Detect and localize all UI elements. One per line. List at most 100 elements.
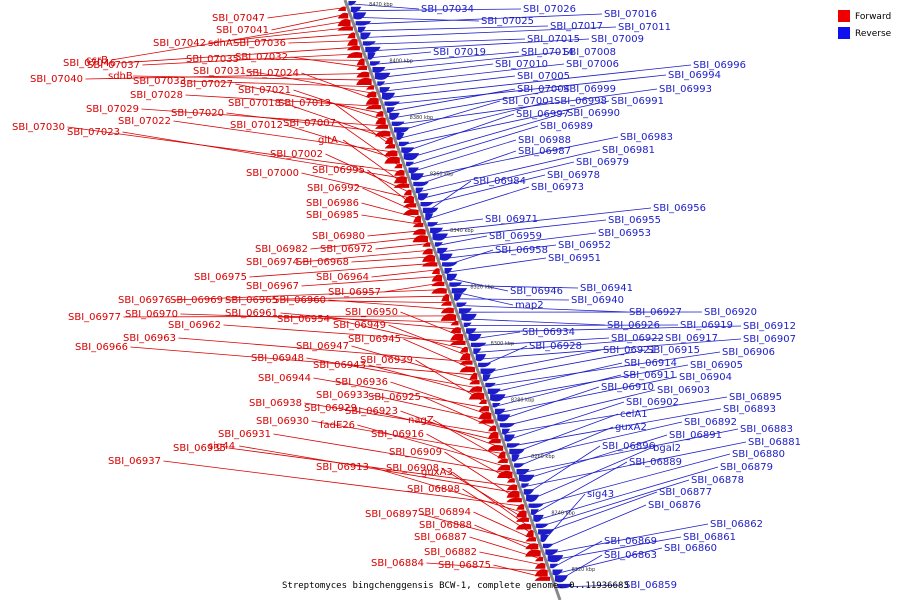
reverse-gene-label[interactable]: SBI_06920	[704, 307, 757, 318]
reverse-gene-label[interactable]: SBI_06991	[611, 96, 664, 107]
forward-gene-label[interactable]: SBI_07047	[212, 13, 265, 24]
reverse-gene-label[interactable]: SBI_06919	[680, 320, 733, 331]
reverse-gene-label[interactable]: SBI_06877	[659, 487, 712, 498]
forward-gene-label[interactable]: SBI_06977	[68, 312, 121, 323]
reverse-gene-label[interactable]: SBI_07016	[604, 9, 657, 20]
reverse-gene-label[interactable]: SBI_06959	[489, 231, 542, 242]
forward-gene-label[interactable]: SBI_07042	[153, 38, 206, 49]
reverse-gene-label[interactable]: SBI_06907	[743, 334, 796, 345]
forward-gene-label[interactable]: SBI_06925	[368, 392, 421, 403]
reverse-gene-label[interactable]: SBI_06951	[548, 253, 601, 264]
forward-gene-label[interactable]: SBI_07018	[228, 98, 281, 109]
reverse-gene-label[interactable]: SBI_07001	[502, 96, 555, 107]
reverse-gene-label[interactable]: SBI_06911	[623, 370, 676, 381]
reverse-gene-label[interactable]: SBI_06903	[657, 385, 710, 396]
forward-gene-label[interactable]: SBI_06964	[316, 272, 369, 283]
reverse-gene-label[interactable]: SBI_07015	[527, 34, 580, 45]
forward-gene-label[interactable]: SBI_06961	[225, 308, 278, 319]
reverse-gene-label[interactable]: guxA2	[615, 422, 647, 433]
reverse-gene-label[interactable]: SBI_06896	[602, 441, 655, 452]
forward-gene-label[interactable]: SBI_06954	[277, 314, 330, 325]
reverse-gene-label[interactable]: SBI_06955	[608, 215, 661, 226]
forward-gene-label[interactable]: SBI_06986	[306, 198, 359, 209]
reverse-gene-label[interactable]: SBI_06879	[720, 462, 773, 473]
reverse-gene-label[interactable]: sig43	[587, 489, 614, 500]
forward-gene-label[interactable]: SBI_07031	[193, 66, 246, 77]
reverse-gene-label[interactable]: SBI_06863	[604, 550, 657, 561]
reverse-gene-label[interactable]: SBI_06878	[691, 475, 744, 486]
reverse-gene-label[interactable]: SBI_06998	[554, 96, 607, 107]
reverse-gene-label[interactable]: SBI_07005	[517, 71, 570, 82]
forward-gene-label[interactable]: SBI_06982	[255, 244, 308, 255]
forward-gene-label[interactable]: SBI_07012	[230, 120, 283, 131]
reverse-gene-label[interactable]: SBI_06989	[540, 121, 593, 132]
forward-gene-label[interactable]: SBI_06967	[246, 281, 299, 292]
forward-gene-label[interactable]: SBI_07007	[283, 118, 336, 129]
forward-gene-label[interactable]: SBI_06957	[328, 287, 381, 298]
reverse-gene-label[interactable]: SBI_06860	[664, 543, 717, 554]
reverse-gene-label[interactable]: SBI_06902	[626, 397, 679, 408]
reverse-gene-label[interactable]: SBI_07025	[481, 16, 534, 27]
forward-gene-label[interactable]: SBI_06943	[313, 360, 366, 371]
forward-gene-label[interactable]: guxA3	[421, 467, 453, 478]
reverse-gene-label[interactable]: SBI_06941	[580, 283, 633, 294]
reverse-gene-label[interactable]: SBI_06996	[693, 60, 746, 71]
forward-gene-label[interactable]: SBI_06968	[296, 257, 349, 268]
forward-gene-label[interactable]: SBI_07021	[238, 85, 291, 96]
reverse-gene-label[interactable]: SBI_06891	[669, 430, 722, 441]
reverse-gene-label[interactable]: SBI_06940	[571, 295, 624, 306]
reverse-gene-label[interactable]: SBI_06917	[665, 333, 718, 344]
reverse-gene-label[interactable]: SBI_06973	[531, 182, 584, 193]
reverse-gene-label[interactable]: SBI_07010	[495, 59, 548, 70]
reverse-gene-label[interactable]: SBI_06904	[679, 372, 732, 383]
reverse-gene-label[interactable]: SBI_06993	[659, 84, 712, 95]
reverse-gene-label[interactable]: SBI_06928	[529, 341, 582, 352]
reverse-gene-label[interactable]: SBI_06905	[690, 360, 743, 371]
reverse-gene-label[interactable]: SBI_06906	[722, 347, 775, 358]
reverse-gene-label[interactable]: SBI_06880	[732, 449, 785, 460]
forward-gene-label[interactable]: SBI_06992	[307, 183, 360, 194]
reverse-gene-label[interactable]: SBI_06958	[495, 245, 548, 256]
reverse-gene-label[interactable]: SBI_07034	[421, 4, 474, 15]
forward-gene-label[interactable]: SBI_06965	[225, 295, 278, 306]
forward-gene-label[interactable]: SBI_06887	[414, 532, 467, 543]
reverse-gene-label[interactable]: SBI_06981	[602, 145, 655, 156]
forward-gene-label[interactable]: SBI_06897	[365, 509, 418, 520]
reverse-gene-label[interactable]: SBI_07017	[550, 21, 603, 32]
forward-gene-label[interactable]: SBI_06930	[256, 416, 309, 427]
forward-gene-label[interactable]: SBI_06995	[312, 165, 365, 176]
reverse-gene-label[interactable]: SBI_06971	[485, 214, 538, 225]
forward-gene-label[interactable]: SBI_06923	[345, 406, 398, 417]
reverse-gene-label[interactable]: map2	[515, 300, 544, 311]
reverse-gene-label[interactable]: SBI_07026	[523, 4, 576, 15]
forward-gene-label[interactable]: SBI_06950	[345, 307, 398, 318]
forward-gene-label[interactable]: SBI_06969	[170, 295, 223, 306]
reverse-gene-label[interactable]: SBI_06988	[518, 135, 571, 146]
reverse-gene-label[interactable]: celA1	[620, 409, 648, 420]
forward-gene-label[interactable]: SBI_07013	[278, 98, 331, 109]
forward-gene-label[interactable]: sdhB	[108, 71, 133, 82]
reverse-gene-label[interactable]: SBI_07008	[563, 47, 616, 58]
reverse-gene-label[interactable]: SBI_06889	[629, 457, 682, 468]
forward-gene-label[interactable]: SBI_07028	[130, 90, 183, 101]
reverse-gene-label[interactable]: SBI_06987	[518, 146, 571, 157]
forward-gene-label[interactable]: SBI_06947	[296, 341, 349, 352]
reverse-gene-label[interactable]: SBI_06869	[604, 536, 657, 547]
forward-gene-label[interactable]: SBI_06929	[304, 403, 357, 414]
forward-gene-label[interactable]: SBI_06970	[125, 309, 178, 320]
forward-gene-label[interactable]: SBI_06963	[123, 333, 176, 344]
forward-gene-label[interactable]: SBI_06935	[173, 443, 226, 454]
reverse-gene-label[interactable]: SBI_06997	[516, 109, 569, 120]
forward-gene-label[interactable]: SBI_06894	[418, 507, 471, 518]
forward-gene-label[interactable]: SBI_06972	[320, 244, 373, 255]
reverse-gene-label[interactable]: SBI_06994	[668, 70, 721, 81]
reverse-gene-label[interactable]: SBI_07004	[517, 84, 570, 95]
forward-gene-label[interactable]: SBI_07024	[246, 68, 299, 79]
reverse-gene-label[interactable]: SBI_07006	[566, 59, 619, 70]
reverse-gene-label[interactable]: SBI_07014	[521, 47, 574, 58]
forward-gene-label[interactable]: SBI_06960	[273, 295, 326, 306]
forward-gene-label[interactable]: fadE26	[320, 420, 355, 431]
reverse-gene-label[interactable]: SBI_06983	[620, 132, 673, 143]
forward-gene-label[interactable]: SBI_07036	[233, 38, 286, 49]
